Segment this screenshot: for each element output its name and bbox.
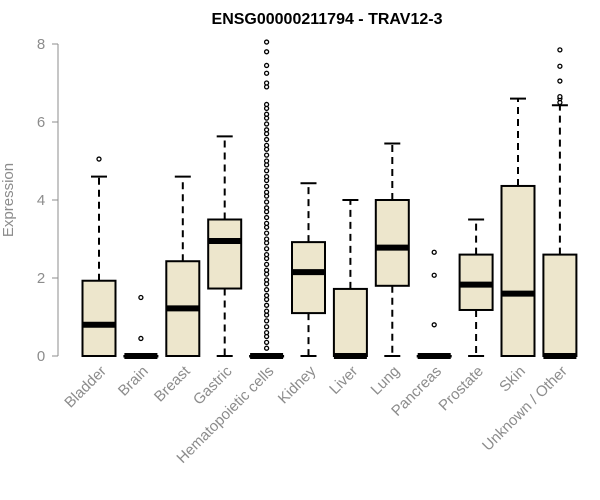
- box-liver: [332, 199, 368, 359]
- outlier-point: [263, 168, 270, 174]
- outlier-point: [263, 318, 270, 324]
- box-prostate: [458, 218, 494, 357]
- outlier-point: [431, 322, 437, 328]
- box-pancreas: [416, 249, 452, 359]
- box-lung: [374, 142, 410, 357]
- y-tick-label: 8: [37, 36, 45, 53]
- box-breast: [165, 175, 201, 358]
- outlier-point: [263, 292, 270, 299]
- box-gastric: [207, 135, 243, 357]
- outlier-point: [263, 173, 270, 180]
- outlier-point: [263, 70, 270, 76]
- y-tick-label: 6: [37, 114, 45, 131]
- outlier-point: [431, 249, 437, 255]
- outlier-point: [263, 214, 270, 221]
- outlier-point: [263, 261, 270, 268]
- outlier-point: [263, 142, 270, 149]
- outlier-point: [263, 152, 270, 158]
- box-bladder: [81, 156, 117, 358]
- outlier-point: [263, 329, 270, 336]
- outlier-point: [263, 111, 270, 117]
- outlier-point: [263, 62, 270, 69]
- box-unknown-other: [542, 47, 578, 359]
- outlier-point: [263, 339, 270, 346]
- outlier-point: [263, 199, 270, 205]
- y-tick-label: 0: [37, 348, 45, 365]
- outlier-point: [263, 236, 270, 242]
- outlier-point: [263, 80, 270, 86]
- iqr-box: [542, 253, 578, 358]
- outlier-point: [263, 220, 270, 227]
- outlier-point: [263, 287, 270, 293]
- box-hematopoietic-cells: [249, 39, 285, 359]
- iqr-box: [81, 279, 117, 358]
- chart-title: ENSG00000211794 - TRAV12-3: [212, 11, 443, 28]
- box-skin: [500, 97, 536, 357]
- iqr-box: [332, 287, 368, 358]
- outlier-point: [557, 94, 563, 100]
- iqr-box: [374, 199, 410, 287]
- y-axis-label: Expression: [0, 163, 17, 237]
- outlier-point: [263, 189, 270, 195]
- outlier-point: [263, 267, 270, 273]
- outlier-point: [263, 39, 270, 45]
- iqr-box: [207, 218, 243, 290]
- outlier-point: [557, 47, 563, 53]
- outlier-point: [263, 246, 270, 252]
- outlier-point: [263, 251, 270, 258]
- x-category-label: Liver: [326, 363, 361, 398]
- y-tick-label: 2: [37, 270, 45, 287]
- outlier-point: [263, 49, 270, 55]
- outlier-point: [263, 136, 270, 143]
- box-kidney: [291, 182, 326, 357]
- outlier-point: [138, 335, 144, 342]
- x-category-label: Bladder: [61, 363, 110, 412]
- box-series: [81, 39, 578, 359]
- x-category-label: Kidney: [275, 362, 320, 407]
- outlier-point: [263, 277, 270, 283]
- box-brain: [123, 294, 159, 359]
- outlier-point: [263, 302, 270, 308]
- outlier-point: [263, 324, 270, 330]
- outlier-point: [263, 101, 270, 108]
- outlier-point: [263, 183, 270, 190]
- outlier-point: [263, 205, 270, 211]
- x-category-label: Skin: [496, 363, 529, 396]
- iqr-box: [500, 184, 536, 357]
- outlier-point: [263, 121, 270, 127]
- iqr-box: [291, 241, 326, 315]
- x-category-label: Breast: [151, 362, 194, 405]
- outlier-point: [263, 308, 270, 314]
- x-category-label: Lung: [368, 363, 404, 399]
- y-tick-label: 4: [37, 192, 45, 209]
- outlier-point: [557, 63, 563, 69]
- x-category-label: Prostate: [435, 363, 487, 415]
- outlier-point: [263, 158, 270, 164]
- x-category-label: Brain: [115, 363, 152, 400]
- outlier-point: [138, 294, 144, 301]
- outlier-point: [431, 272, 437, 278]
- outlier-point: [96, 156, 102, 162]
- outlier-point: [263, 345, 270, 351]
- outlier-point: [263, 230, 270, 236]
- y-axis: 0 2 4 6 8: [37, 36, 59, 365]
- outlier-point: [263, 127, 270, 133]
- outlier-point: [557, 78, 563, 84]
